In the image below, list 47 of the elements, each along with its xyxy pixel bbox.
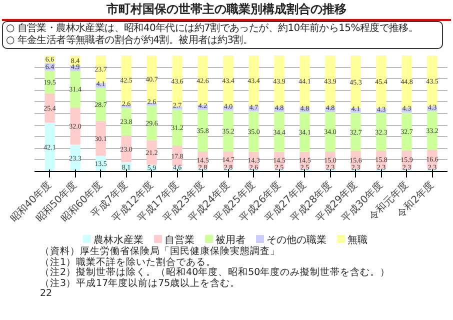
bar [402,56,412,108]
legend-label: 農林水産業 [94,235,144,246]
bar [223,110,234,152]
bar [402,112,412,150]
bar [350,56,361,108]
legend-label: その他の職業 [266,235,326,246]
bar [427,56,438,106]
text: （注3）平成17年度以前は75歳以上を含む。 [40,278,240,288]
legend-label: 無職 [348,235,368,246]
bar [274,56,284,106]
bar [70,144,80,172]
bar [172,106,182,110]
bar [350,112,361,151]
bar [96,56,106,83]
chart-title: 市町村国保の世帯主の職業別構成割合の推移 [2,1,451,22]
bar [96,88,106,121]
bar [44,93,55,123]
bar [121,56,132,105]
bar [248,111,259,152]
bar [198,110,208,152]
bar [325,112,336,152]
bar [172,56,182,106]
bar [70,107,80,144]
text: （注2）擬制世帯は除く。（昭和40年度、昭和50年度のみ擬制世帯を含む。） [40,267,390,278]
bar [172,109,182,146]
bar [427,111,438,150]
bar [274,112,284,152]
bar [325,56,336,106]
bar [70,70,80,108]
text: （資料）厚生労働省保険局「国民健康保険実態調査」 [40,246,280,257]
bar [376,113,386,151]
bar [146,140,157,165]
chart-subtitle: ○ 自営業・農林水産業は、昭和40年代には約7割であったが、約10年前から15%程度で推移。 ○ 年金生活者等無職者の割合が約4割。被用者は約3割。 [2,21,443,49]
bar [300,112,310,152]
legend-label: 被用者 [216,235,246,246]
text: （注1）職業不詳を除いた割合である。 [40,256,216,268]
bar [248,56,259,106]
text: 22 [40,288,52,299]
bar [44,122,55,172]
bar [376,56,386,108]
bar [146,106,157,140]
bar [121,135,132,162]
bar [300,56,310,107]
legend-label: 自営業 [164,235,194,246]
bar [96,120,106,156]
bar [146,56,157,103]
bar [121,108,132,136]
